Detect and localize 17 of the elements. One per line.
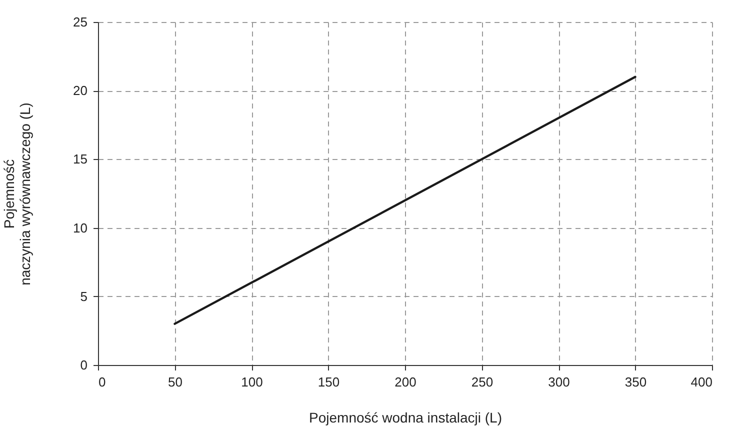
- x-tick-label: 50: [168, 374, 182, 390]
- x-tick-label: 400: [690, 374, 712, 390]
- y-tick-label: 5: [80, 288, 88, 304]
- y-tick-label: 10: [73, 220, 88, 236]
- y-axis-title: Pojemność naczynia wyrównawczego (L): [1, 102, 34, 286]
- x-tick-label: 200: [394, 374, 416, 390]
- y-tick-label: 0: [80, 358, 88, 372]
- x-tick-label: 300: [548, 374, 570, 390]
- x-tick-label: 150: [318, 374, 340, 390]
- y-tick-label: 20: [73, 83, 88, 98]
- x-tick-label: 350: [624, 374, 647, 390]
- x-axis-title: Pojemność wodna instalacji (L): [309, 410, 502, 426]
- y-tick-label: 25: [73, 14, 88, 30]
- x-tick-label: 100: [241, 374, 263, 390]
- y-tick-label: 15: [73, 152, 88, 167]
- x-tick-label: 0: [98, 374, 106, 390]
- x-tick-label: 250: [471, 374, 494, 390]
